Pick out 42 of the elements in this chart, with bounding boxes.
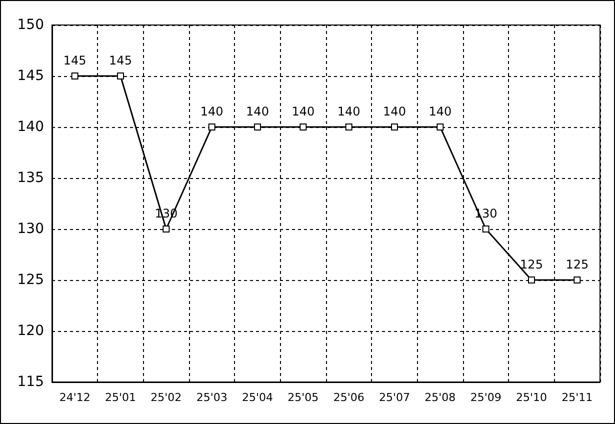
- data-label: 140: [337, 104, 360, 118]
- x-tick-label: 25'02: [150, 391, 182, 404]
- point: [117, 72, 124, 80]
- x-tick-label: 25'03: [196, 391, 228, 404]
- point: [208, 124, 216, 130]
- data-label: 145: [109, 54, 132, 68]
- point: [391, 124, 398, 130]
- data-label: 140: [200, 104, 224, 118]
- x-tick-label: 25'05: [288, 391, 319, 404]
- y-tick-label: 130: [17, 221, 44, 237]
- data-label: 140: [292, 104, 315, 118]
- point: [436, 124, 444, 130]
- point: [71, 72, 78, 80]
- point: [345, 124, 352, 130]
- y-tick-label: 135: [17, 170, 44, 186]
- x-tick-label: 25'09: [470, 391, 502, 404]
- x-tick-label: 25'10: [516, 391, 548, 404]
- point: [528, 276, 535, 284]
- x-tick-label: 25'11: [562, 391, 593, 404]
- point: [162, 226, 170, 232]
- x-tick-label: 25'07: [378, 391, 410, 404]
- data-label: 125: [566, 258, 589, 272]
- data-label: 140: [428, 104, 452, 118]
- x-tick-label: 24'12: [59, 391, 90, 404]
- x-tick-label: 25'08: [424, 391, 456, 404]
- data-label: 125: [520, 258, 543, 272]
- point: [300, 124, 307, 130]
- y-tick-label: 145: [17, 68, 44, 84]
- data-label: 140: [383, 104, 406, 118]
- point: [254, 124, 261, 130]
- y-tick-label: 150: [17, 17, 44, 33]
- y-tick-label: 120: [17, 323, 44, 339]
- point: [482, 226, 490, 232]
- y-tick-label: 140: [17, 119, 44, 135]
- point: [574, 276, 581, 284]
- y-tick-label: 125: [17, 272, 44, 288]
- x-tick-label: 25'01: [104, 391, 136, 404]
- x-tick-label: 25'04: [242, 391, 274, 404]
- data-label: 145: [63, 54, 86, 68]
- data-label: 140: [246, 104, 269, 118]
- y-tick-label: 115: [17, 374, 44, 390]
- x-tick-label: 25'06: [333, 391, 364, 404]
